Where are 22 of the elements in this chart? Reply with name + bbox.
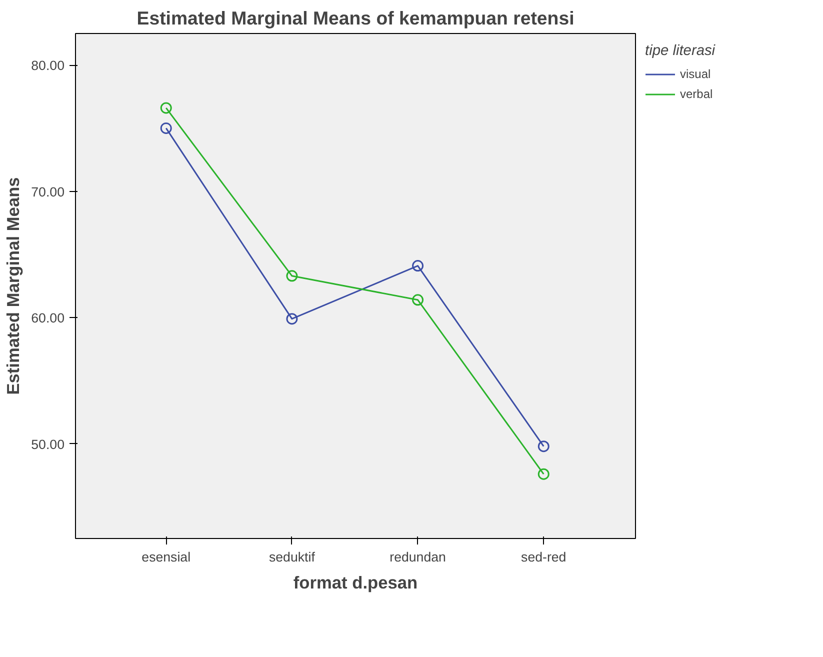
chart-title: Estimated Marginal Means of kemampuan retensi (136, 8, 574, 28)
y-tick-label: 60.00 (31, 310, 65, 326)
point (538, 440, 550, 452)
legend-title: tipe literasi (645, 43, 716, 59)
x-tick-label: esensial (142, 550, 191, 564)
y-tick-label: 70.00 (31, 184, 65, 200)
point (286, 313, 298, 325)
point (160, 102, 172, 114)
y-tick-label: 50.00 (31, 436, 65, 452)
point (160, 122, 172, 134)
y-tick-label: 80.00 (31, 58, 65, 74)
y-axis-title: Estimated Marginal Means (3, 177, 24, 395)
point (286, 270, 298, 282)
x-tick-label: sed-red (521, 550, 566, 564)
point (538, 468, 550, 480)
point (412, 294, 424, 306)
x-axis-title: format d.pesan (293, 572, 418, 592)
legend-label: verbal (680, 87, 713, 101)
point (412, 260, 424, 272)
x-tick-label: redundan (390, 550, 446, 564)
x-tick-label: seduktif (268, 550, 316, 564)
legend-label: visual (680, 67, 711, 81)
